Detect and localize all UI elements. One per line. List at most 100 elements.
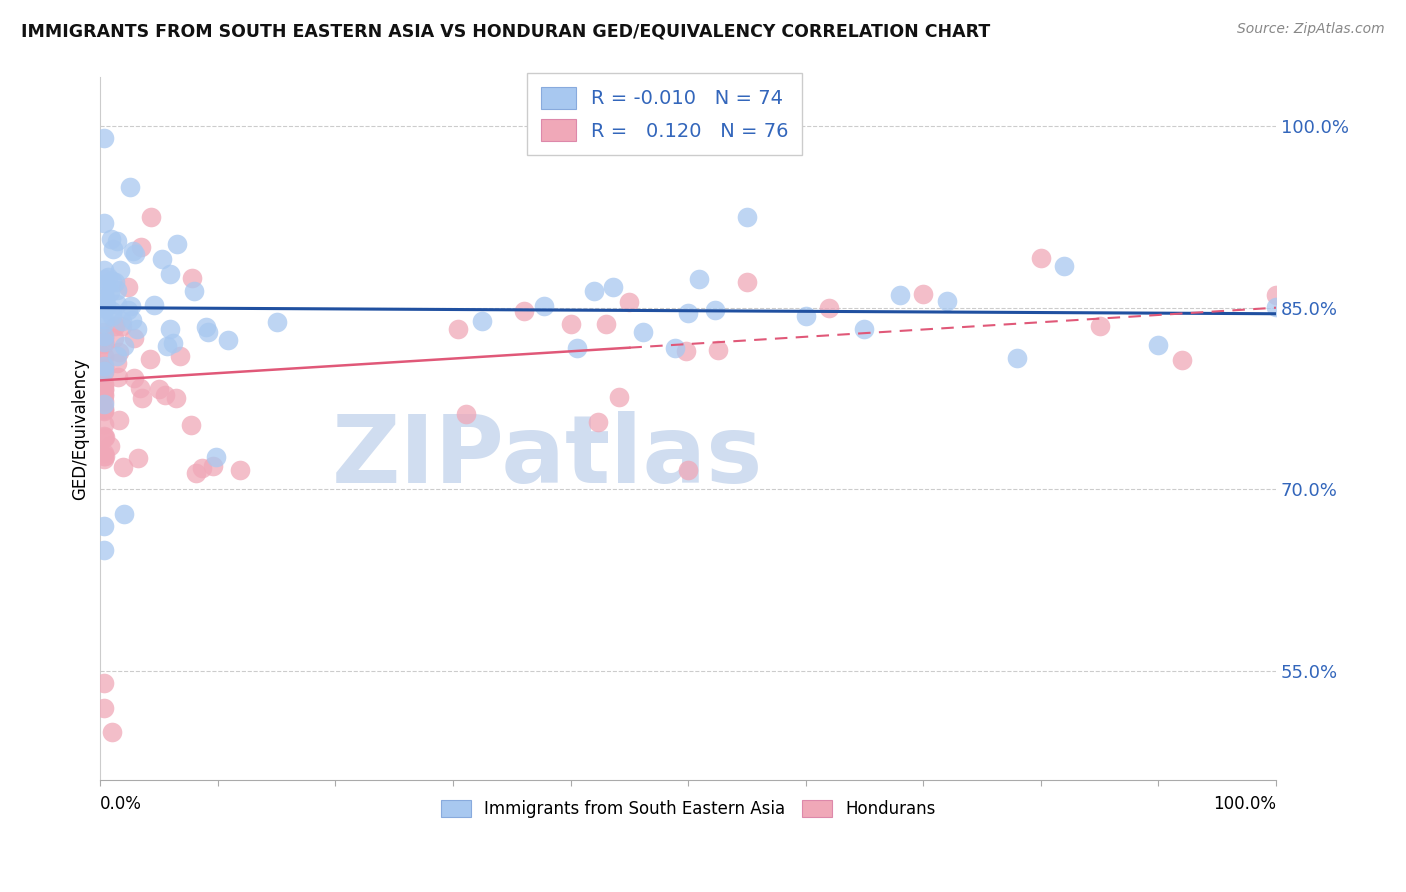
Point <box>108 345 131 359</box>
Point <box>93 359 115 373</box>
Point <box>228 463 250 477</box>
Point <box>101 274 124 288</box>
Point <box>98 285 121 299</box>
Point <box>111 318 134 333</box>
Point <box>266 314 288 328</box>
Point <box>93 449 115 463</box>
Point <box>217 334 239 348</box>
Point <box>150 252 173 266</box>
Point <box>183 284 205 298</box>
Point <box>112 339 135 353</box>
Point <box>93 417 115 432</box>
Point <box>159 267 181 281</box>
Point <box>935 293 957 308</box>
Point <box>121 244 143 259</box>
Point <box>93 404 115 418</box>
Point <box>93 451 115 466</box>
Point <box>93 429 115 443</box>
Point <box>100 232 122 246</box>
Point <box>105 297 128 311</box>
Point <box>93 285 115 300</box>
Text: IMMIGRANTS FROM SOUTH EASTERN ASIA VS HONDURAN GED/EQUIVALENCY CORRELATION CHART: IMMIGRANTS FROM SOUTH EASTERN ASIA VS HO… <box>21 22 990 40</box>
Point <box>124 247 146 261</box>
Point <box>735 210 758 224</box>
Point <box>93 361 115 376</box>
Point <box>664 341 686 355</box>
Point <box>675 344 697 359</box>
Point <box>105 356 128 370</box>
Point <box>93 386 115 401</box>
Point <box>96 297 118 311</box>
Point <box>602 280 624 294</box>
Legend: Immigrants from South Eastern Asia, Hondurans: Immigrants from South Eastern Asia, Hond… <box>434 793 942 825</box>
Point <box>120 179 142 194</box>
Point <box>93 335 115 350</box>
Point <box>112 507 135 521</box>
Point <box>120 299 142 313</box>
Point <box>108 263 131 277</box>
Point <box>93 403 115 417</box>
Point <box>129 382 152 396</box>
Point <box>93 349 115 363</box>
Point <box>93 291 115 305</box>
Point <box>101 242 124 256</box>
Point <box>93 301 115 316</box>
Point <box>100 724 122 739</box>
Point <box>94 272 117 286</box>
Point <box>204 450 226 465</box>
Point <box>139 352 162 367</box>
Point <box>124 330 146 344</box>
Point <box>583 284 606 298</box>
Point <box>148 382 170 396</box>
Text: ZIPatlas: ZIPatlas <box>332 411 763 503</box>
Point <box>93 379 115 393</box>
Point <box>93 131 115 145</box>
Point <box>704 303 727 318</box>
Point <box>93 518 115 533</box>
Point <box>631 325 654 339</box>
Point <box>186 466 208 480</box>
Point <box>512 303 534 318</box>
Point <box>93 331 115 345</box>
Point <box>197 326 219 340</box>
Point <box>1029 251 1052 265</box>
Point <box>93 446 115 460</box>
Point <box>93 316 115 330</box>
Point <box>169 349 191 363</box>
Point <box>93 401 115 415</box>
Point <box>1088 318 1111 333</box>
Point <box>93 328 115 343</box>
Point <box>131 391 153 405</box>
Text: 0.0%: 0.0% <box>100 795 142 813</box>
Point <box>159 322 181 336</box>
Point <box>619 294 641 309</box>
Point <box>676 463 699 477</box>
Point <box>142 298 165 312</box>
Point <box>1265 300 1288 314</box>
Point <box>93 335 115 350</box>
Point <box>586 415 609 429</box>
Point <box>912 287 935 301</box>
Point <box>117 280 139 294</box>
Y-axis label: GED/Equivalency: GED/Equivalency <box>72 358 89 500</box>
Point <box>155 388 177 402</box>
Point <box>1265 287 1288 301</box>
Point <box>93 263 115 277</box>
Point <box>94 430 117 444</box>
Point <box>93 337 115 351</box>
Point <box>101 309 124 323</box>
Text: Source: ZipAtlas.com: Source: ZipAtlas.com <box>1237 22 1385 37</box>
Point <box>103 331 125 345</box>
Point <box>1053 259 1076 273</box>
Point <box>533 300 555 314</box>
Point <box>166 237 188 252</box>
Point <box>93 700 115 714</box>
Point <box>111 314 134 328</box>
Point <box>93 359 115 373</box>
Point <box>93 350 115 364</box>
Point <box>97 269 120 284</box>
Point <box>93 397 115 411</box>
Point <box>93 364 115 378</box>
Point <box>93 312 115 326</box>
Point <box>122 371 145 385</box>
